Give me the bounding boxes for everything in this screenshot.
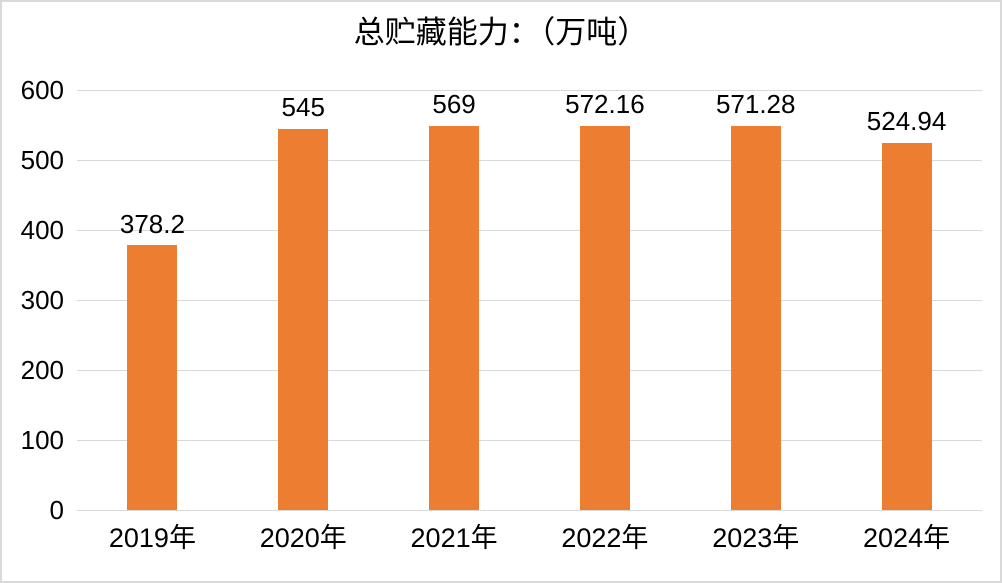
bar-slot: 545 [228, 90, 379, 510]
x-tick-label: 2021年 [410, 523, 498, 553]
gridline-200 [77, 369, 982, 371]
bar-value-label: 378.2 [119, 208, 185, 239]
bar-value-label: 571.28 [715, 89, 796, 119]
bar-value-label: 569 [432, 89, 476, 119]
bar-slot: 571.28 [680, 90, 831, 510]
bar-slot: 378.2 [77, 90, 228, 510]
y-axis: 0 100 200 300 400 500 600 [2, 77, 64, 523]
bar [278, 128, 329, 510]
y-tick-label: 300 [20, 285, 64, 315]
x-tick-label: 2019年 [108, 523, 196, 553]
bars-container: 378.2 545 569 572.16 571.28 524.94 [77, 90, 982, 510]
gridline-500 [77, 159, 982, 161]
gridline-400 [77, 229, 982, 231]
plot-area: 378.2 545 569 572.16 571.28 524.94 [77, 90, 982, 511]
gridline-300 [77, 300, 982, 301]
x-tick-label: 2024年 [863, 523, 951, 553]
bar-value-label: 524.94 [866, 105, 947, 136]
bar [429, 125, 480, 510]
x-tick-label: 2023年 [712, 523, 800, 553]
y-tick-label: 0 [49, 495, 64, 525]
bar-slot: 524.94 [831, 90, 982, 510]
gridline-100 [77, 440, 982, 441]
bar [579, 125, 630, 510]
y-tick-label: 100 [20, 425, 64, 455]
y-tick-label: 400 [20, 214, 64, 245]
bar [730, 125, 781, 510]
bar [881, 142, 932, 510]
gridline-600 [77, 90, 982, 91]
x-tick-label: 2020年 [259, 523, 347, 553]
y-tick-label: 200 [20, 354, 64, 385]
bar-slot: 569 [379, 90, 530, 510]
y-tick-label: 600 [20, 75, 64, 105]
chart-title: 总贮藏能力：（万吨） [353, 15, 649, 50]
gridline-0 [77, 510, 982, 511]
bar-value-label: 545 [281, 91, 325, 122]
y-tick-label: 500 [20, 144, 64, 175]
x-tick-label: 2022年 [561, 523, 649, 553]
x-axis: 2019年 2020年 2021年 2022年 2023年 2024年 [77, 522, 982, 554]
bar-slot: 572.16 [529, 90, 680, 510]
bar-value-label: 572.16 [565, 89, 645, 119]
bar [127, 245, 178, 510]
